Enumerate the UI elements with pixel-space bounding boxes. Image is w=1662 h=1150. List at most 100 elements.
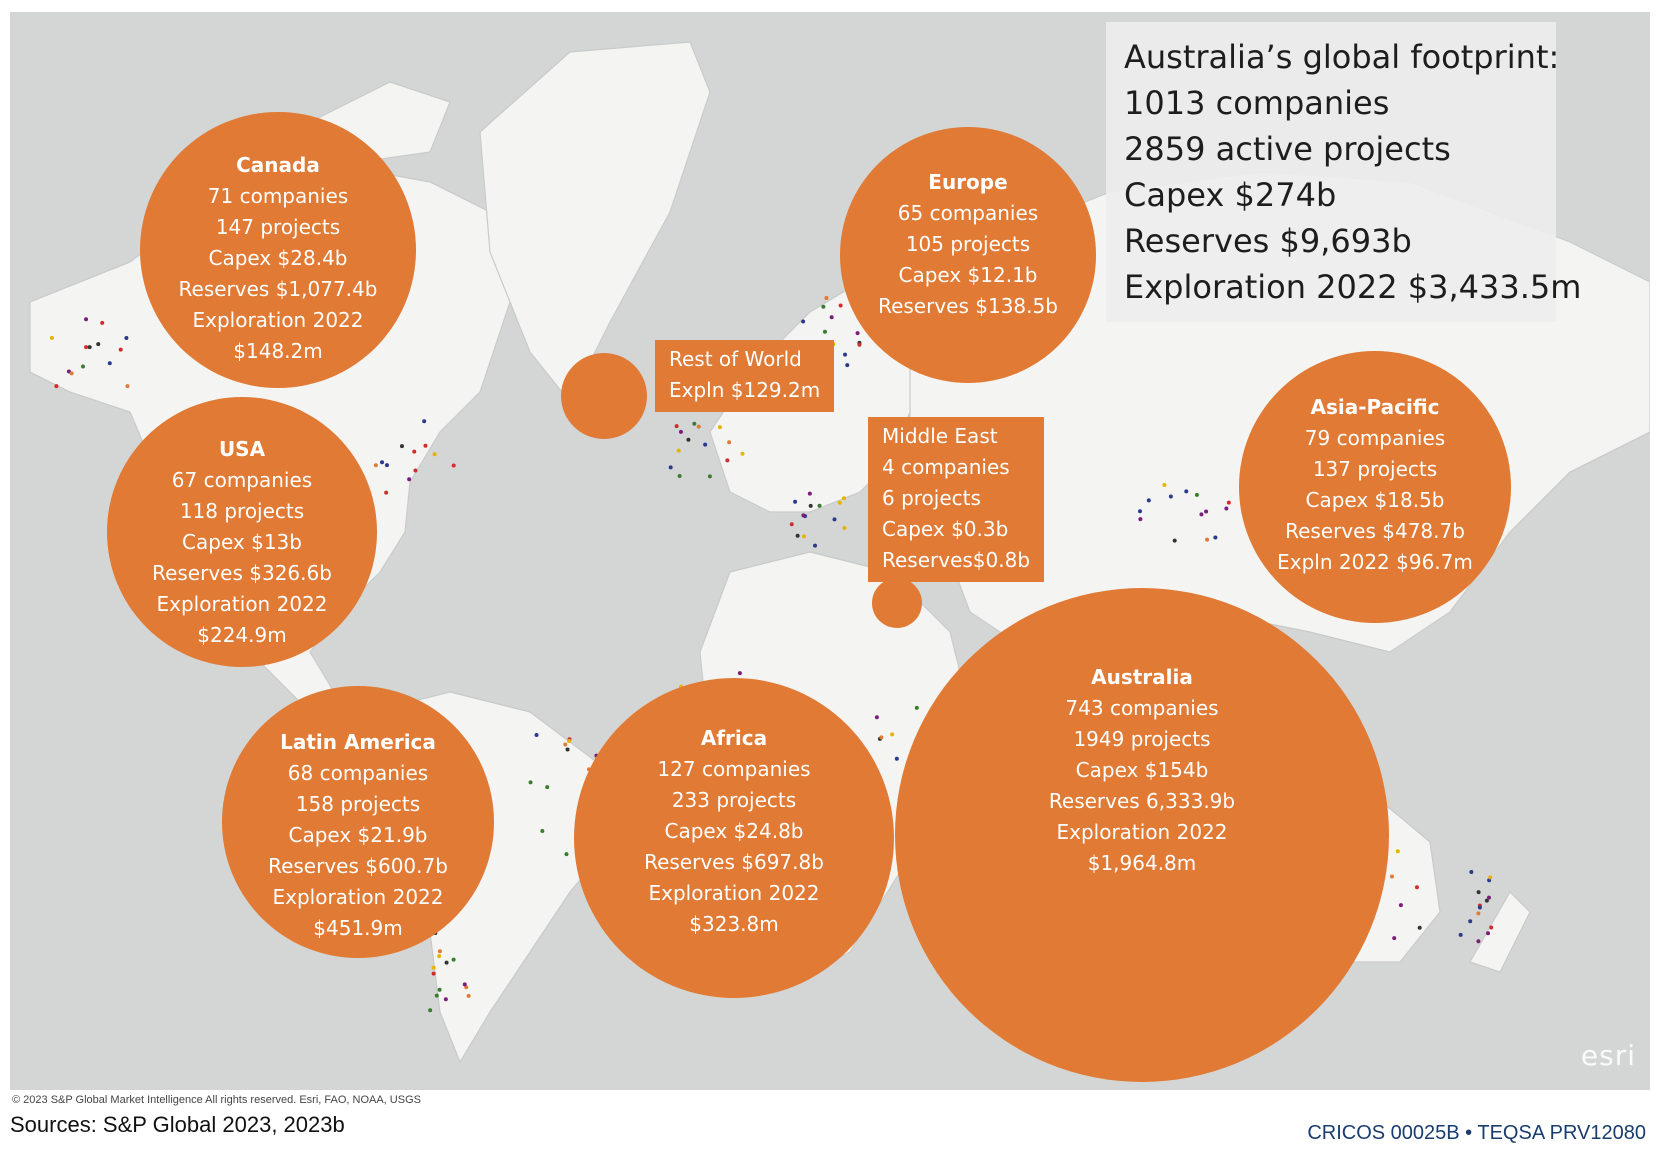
project-dot — [444, 960, 449, 965]
label-line: $1,964.8m — [1087, 851, 1197, 875]
project-dot — [380, 460, 385, 465]
project-dot — [717, 425, 722, 430]
project-dot — [1205, 537, 1210, 542]
project-dot — [1486, 931, 1491, 936]
project-dot — [434, 993, 439, 998]
project-dot — [565, 747, 570, 752]
project-dot — [725, 458, 730, 463]
europe-bubble[interactable] — [840, 127, 1096, 383]
project-dot — [443, 997, 448, 1002]
summary-panel: Australia’s global footprint: 1013 compa… — [1106, 22, 1582, 322]
label-line: Reserves $478.7b — [1285, 519, 1465, 543]
asia-pacific-bubble[interactable] — [1239, 351, 1511, 623]
project-dot — [1138, 517, 1143, 522]
project-dot — [1162, 483, 1167, 488]
project-dot — [384, 490, 389, 495]
label-line: 71 companies — [207, 184, 349, 208]
project-dot — [1138, 509, 1143, 514]
project-dot — [692, 421, 697, 426]
project-dot — [1194, 492, 1199, 497]
project-dot — [1484, 898, 1489, 903]
project-dot — [413, 468, 418, 473]
project-dot — [528, 780, 533, 785]
label-line: $451.9m — [313, 916, 403, 940]
canada-bubble[interactable] — [140, 112, 416, 388]
label-line: Reserves $138.5b — [878, 294, 1058, 318]
project-dot — [686, 437, 691, 442]
rest-of-world-label: Rest of World Expln $129.2m — [655, 340, 835, 412]
region-title: Africa — [700, 726, 768, 750]
copyright-text: © 2023 S&P Global Market Intelligence Al… — [12, 1094, 421, 1106]
rest-of-world-bubble[interactable] — [561, 353, 647, 439]
label-line: 137 projects — [1312, 457, 1438, 481]
label-line: $148.2m — [233, 339, 323, 363]
region-title: Australia — [1091, 665, 1193, 689]
new-zealand-land — [1469, 891, 1531, 973]
summary-line: Exploration 2022 $3,433.5m — [1124, 268, 1582, 306]
project-dot — [423, 443, 428, 448]
project-dot — [1476, 911, 1481, 916]
project-dot — [696, 424, 701, 429]
region-title: USA — [218, 437, 266, 461]
esri-logo: esri — [1580, 1039, 1636, 1072]
label-line: Middle East — [882, 424, 998, 448]
project-dot — [432, 452, 437, 457]
label-line: Reserves $697.8b — [644, 850, 824, 874]
label-line: 147 projects — [215, 215, 341, 239]
usa-bubble[interactable] — [107, 397, 377, 667]
project-dot — [451, 463, 456, 468]
label-line: Reserves $600.7b — [268, 854, 448, 878]
label-line: Capex $18.5b — [1305, 488, 1445, 512]
label-line: 158 projects — [295, 792, 421, 816]
project-dot — [845, 363, 850, 368]
project-dot — [1146, 498, 1151, 503]
middle-east-bubble[interactable] — [872, 578, 922, 628]
project-dot — [801, 319, 806, 324]
middle-east-label: Middle East 4 companies 6 projects Capex… — [868, 417, 1045, 582]
project-dot — [817, 503, 822, 508]
project-dot — [677, 473, 682, 478]
project-dot — [466, 993, 471, 998]
project-dot — [855, 331, 860, 336]
project-dot — [807, 491, 812, 496]
project-dot — [1213, 535, 1218, 540]
label-line: Exploration 2022 — [272, 885, 444, 909]
project-dot — [1486, 895, 1491, 900]
label-line: 4 companies — [882, 455, 1010, 479]
label-line: 743 companies — [1065, 696, 1219, 720]
australia-label: Australia 743 companies 1949 projects Ca… — [1002, 662, 1282, 879]
project-dot — [842, 525, 847, 530]
region-title: Asia-Pacific — [1310, 395, 1440, 419]
project-dot — [829, 315, 834, 320]
project-dot — [821, 304, 826, 309]
project-dot — [890, 732, 895, 737]
label-line: 65 companies — [897, 201, 1039, 225]
project-dot — [1395, 849, 1400, 854]
label-line: Reserves$0.8b — [882, 548, 1031, 572]
sources-text: Sources: S&P Global 2023, 2023b — [10, 1112, 345, 1137]
summary-title: Australia’s global footprint: — [1124, 38, 1560, 76]
label-line: Exploration 2022 — [192, 308, 364, 332]
project-dot — [1476, 939, 1481, 944]
project-dot — [1469, 870, 1474, 875]
label-line: Reserves $1,077.4b — [178, 277, 378, 301]
project-dot — [1224, 506, 1229, 511]
project-dot — [1458, 932, 1463, 937]
project-dot — [118, 347, 123, 352]
map-base — [29, 41, 1650, 1082]
australia-bubble[interactable] — [895, 588, 1389, 1082]
project-dot — [54, 384, 59, 389]
africa-bubble[interactable] — [574, 678, 894, 998]
greenland-land — [479, 41, 711, 404]
project-dot — [1199, 512, 1204, 517]
label-line: 79 companies — [1304, 426, 1446, 450]
asia-pacific-label: Asia-Pacific 79 companies 137 projects C… — [1235, 392, 1515, 578]
project-dot — [87, 345, 92, 350]
project-dot — [534, 732, 539, 737]
latin-america-bubble[interactable] — [222, 686, 494, 958]
project-dot — [1172, 538, 1177, 543]
project-dot — [674, 424, 679, 429]
project-dot — [1389, 874, 1394, 879]
project-dot — [1477, 905, 1482, 910]
project-dot — [437, 987, 442, 992]
